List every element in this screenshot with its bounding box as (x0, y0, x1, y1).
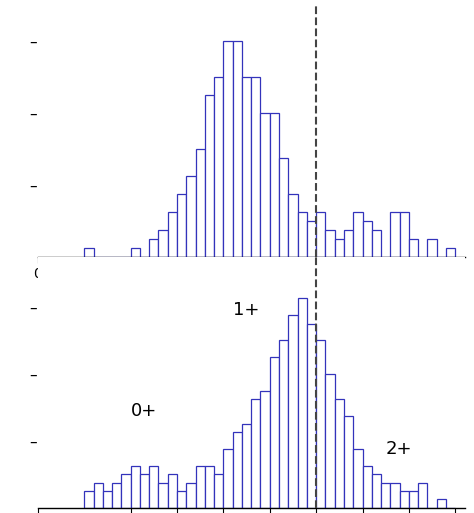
Bar (223, 449, 233, 508)
Bar (168, 212, 177, 256)
Bar (298, 212, 307, 256)
Bar (223, 41, 233, 256)
Bar (196, 149, 205, 256)
Bar (353, 449, 363, 508)
Bar (372, 475, 381, 508)
Bar (84, 248, 93, 256)
Bar (335, 399, 344, 508)
Bar (418, 483, 428, 508)
Bar (186, 175, 196, 256)
Bar (270, 113, 279, 256)
Bar (177, 194, 186, 256)
Bar (326, 230, 335, 256)
Bar (279, 340, 288, 508)
Bar (242, 77, 251, 256)
Bar (103, 491, 112, 508)
Bar (112, 483, 121, 508)
Text: 1+: 1+ (233, 301, 259, 319)
Bar (261, 113, 270, 256)
Bar (84, 491, 93, 508)
Bar (251, 77, 261, 256)
Bar (233, 41, 242, 256)
Bar (400, 491, 409, 508)
Bar (242, 424, 251, 508)
Bar (316, 212, 326, 256)
Bar (270, 357, 279, 508)
Bar (279, 158, 288, 256)
Bar (363, 221, 372, 256)
Bar (344, 230, 353, 256)
Bar (307, 324, 316, 508)
Bar (288, 194, 298, 256)
Bar (168, 475, 177, 508)
Bar (363, 466, 372, 508)
Bar (390, 483, 400, 508)
Bar (372, 230, 381, 256)
Bar (326, 374, 335, 508)
Bar (251, 399, 261, 508)
Bar (446, 248, 455, 256)
Bar (409, 491, 418, 508)
Bar (131, 466, 140, 508)
Bar (196, 466, 205, 508)
Bar (261, 390, 270, 508)
Text: 0+: 0+ (131, 402, 157, 420)
Bar (121, 475, 131, 508)
Bar (316, 340, 326, 508)
Bar (205, 95, 214, 256)
Bar (149, 239, 158, 256)
Bar (437, 500, 446, 508)
Bar (233, 432, 242, 508)
Bar (140, 475, 149, 508)
Bar (335, 239, 344, 256)
Bar (353, 212, 363, 256)
Bar (177, 491, 186, 508)
Bar (214, 77, 223, 256)
Bar (381, 483, 390, 508)
Bar (149, 466, 158, 508)
Bar (131, 248, 140, 256)
Bar (307, 221, 316, 256)
Bar (158, 230, 168, 256)
Bar (158, 483, 168, 508)
Bar (186, 483, 196, 508)
Bar (214, 475, 223, 508)
Bar (390, 212, 400, 256)
Bar (93, 483, 103, 508)
Bar (409, 239, 418, 256)
Bar (344, 416, 353, 508)
Bar (400, 212, 409, 256)
Text: 2+: 2+ (386, 440, 412, 458)
Bar (428, 239, 437, 256)
Bar (288, 315, 298, 508)
Bar (298, 299, 307, 508)
Bar (205, 466, 214, 508)
